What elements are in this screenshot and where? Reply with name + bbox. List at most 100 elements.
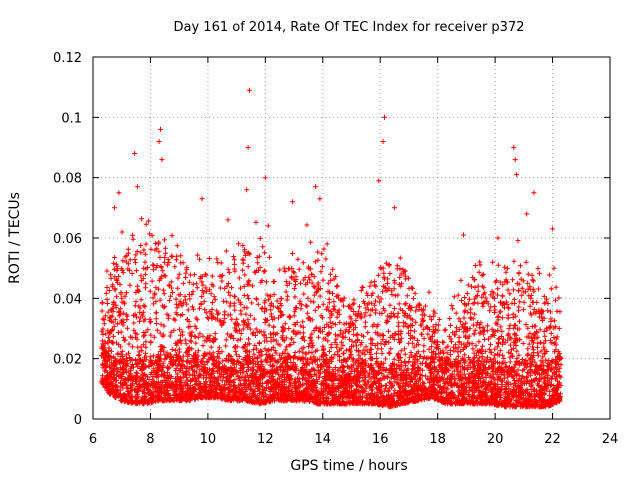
- data-point: [508, 342, 513, 348]
- data-point: [333, 336, 339, 342]
- data-point: [271, 279, 277, 284]
- data-point: [153, 285, 159, 291]
- data-point: [316, 304, 321, 310]
- data-point: [240, 243, 246, 248]
- data-point: [326, 396, 332, 402]
- data-point: [476, 269, 482, 275]
- data-point: [458, 357, 464, 363]
- data-point: [279, 360, 285, 366]
- data-point: [323, 256, 329, 262]
- data-point: [473, 343, 479, 349]
- data-point: [537, 327, 543, 333]
- data-point: [215, 311, 221, 317]
- data-point: [153, 310, 159, 316]
- data-point: [333, 365, 339, 370]
- data-point: [262, 268, 268, 274]
- data-point: [152, 247, 158, 253]
- data-point: [283, 289, 289, 295]
- data-point: [138, 250, 144, 256]
- data-point: [327, 315, 333, 321]
- data-point: [148, 339, 154, 345]
- data-point: [518, 263, 523, 269]
- data-point: [309, 271, 314, 277]
- data-point: [334, 283, 340, 289]
- data-point: [358, 342, 364, 348]
- data-point: [556, 295, 562, 301]
- data-point: [332, 352, 338, 357]
- data-point: [321, 325, 327, 330]
- data-point: [471, 331, 477, 337]
- data-point: [184, 301, 190, 307]
- data-point: [421, 348, 427, 354]
- data-point: [472, 277, 478, 283]
- data-point: [177, 326, 182, 332]
- data-point: [472, 285, 478, 290]
- data-point: [283, 347, 289, 353]
- data-point: [137, 318, 142, 324]
- data-point: [238, 336, 243, 342]
- data-point: [120, 267, 125, 273]
- data-point: [391, 311, 396, 317]
- data-point: [219, 278, 225, 284]
- data-point: [341, 321, 347, 327]
- data-point: [375, 272, 381, 278]
- data-point: [514, 281, 520, 287]
- data-point: [545, 308, 551, 314]
- data-point: [152, 292, 158, 298]
- data-point: [411, 296, 417, 301]
- data-point: [470, 346, 476, 352]
- data-point: [199, 288, 205, 294]
- data-point: [530, 344, 535, 350]
- data-point: [207, 308, 213, 314]
- data-point: [143, 350, 148, 356]
- data-point: [300, 349, 306, 355]
- data-point: [157, 254, 163, 260]
- data-point: [260, 244, 266, 250]
- data-point: [457, 319, 463, 325]
- data-point: [238, 331, 244, 336]
- data-point: [451, 294, 457, 300]
- data-point: [261, 332, 267, 338]
- data-point: [421, 336, 427, 341]
- data-point: [502, 264, 508, 270]
- data-point: [330, 321, 336, 326]
- data-point: [430, 313, 436, 319]
- data-point: [187, 338, 193, 344]
- data-point: [304, 303, 310, 309]
- data-point: [143, 221, 149, 227]
- data-point: [297, 280, 303, 286]
- data-point: [387, 351, 393, 356]
- data-point: [386, 328, 391, 334]
- data-point: [251, 316, 257, 322]
- data-point: [291, 340, 297, 346]
- data-point: [349, 338, 355, 344]
- data-point: [394, 263, 400, 269]
- data-point: [311, 299, 317, 305]
- data-point: [333, 332, 338, 338]
- data-point: [153, 316, 159, 322]
- data-point: [231, 303, 237, 309]
- data-point: [413, 319, 419, 325]
- data-point: [351, 332, 357, 338]
- data-point: [384, 317, 390, 323]
- data-point: [481, 291, 487, 297]
- data-point: [491, 310, 497, 315]
- data-point: [475, 320, 481, 326]
- data-point: [387, 271, 393, 276]
- data-point: [384, 281, 390, 286]
- data-point: [480, 303, 486, 309]
- data-point: [283, 279, 289, 285]
- data-point: [201, 299, 207, 305]
- data-point: [373, 283, 379, 289]
- data-point: [123, 312, 129, 318]
- data-point: [382, 308, 388, 314]
- data-point: [222, 285, 228, 291]
- data-point: [328, 324, 334, 330]
- data-point: [440, 348, 446, 354]
- data-point: [189, 304, 195, 310]
- data-point: [422, 312, 428, 318]
- data-point: [515, 238, 521, 244]
- data-point: [172, 317, 178, 323]
- data-point: [111, 299, 117, 305]
- data-point: [255, 301, 261, 307]
